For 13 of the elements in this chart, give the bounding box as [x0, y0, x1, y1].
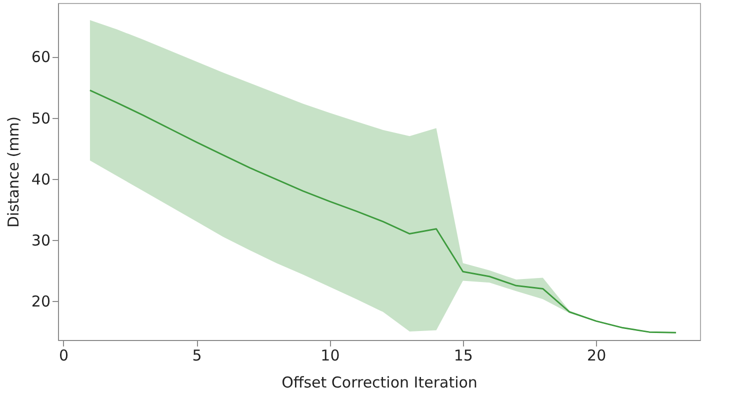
y-tick-label: 40	[31, 170, 50, 188]
line-series	[89, 90, 677, 334]
x-axis-title: Offset Correction Iteration	[282, 374, 478, 392]
x-tick-label: 0	[59, 346, 69, 364]
x-tick-label: 10	[320, 346, 340, 364]
x-tick-label: 15	[454, 346, 473, 364]
y-tick-label: 50	[31, 109, 50, 128]
y-axis-title: Distance (mm)	[4, 116, 22, 228]
x-tick-label: 5	[192, 346, 202, 364]
y-tick-label: 20	[31, 292, 50, 310]
y-tick-label: 60	[31, 48, 50, 66]
y-tick-label: 30	[31, 231, 50, 250]
x-tick-label: 20	[587, 346, 606, 364]
